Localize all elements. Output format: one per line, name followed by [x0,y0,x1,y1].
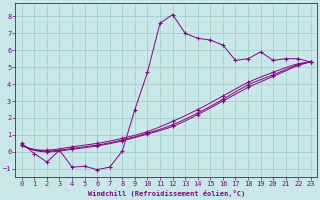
X-axis label: Windchill (Refroidissement éolien,°C): Windchill (Refroidissement éolien,°C) [88,190,245,197]
